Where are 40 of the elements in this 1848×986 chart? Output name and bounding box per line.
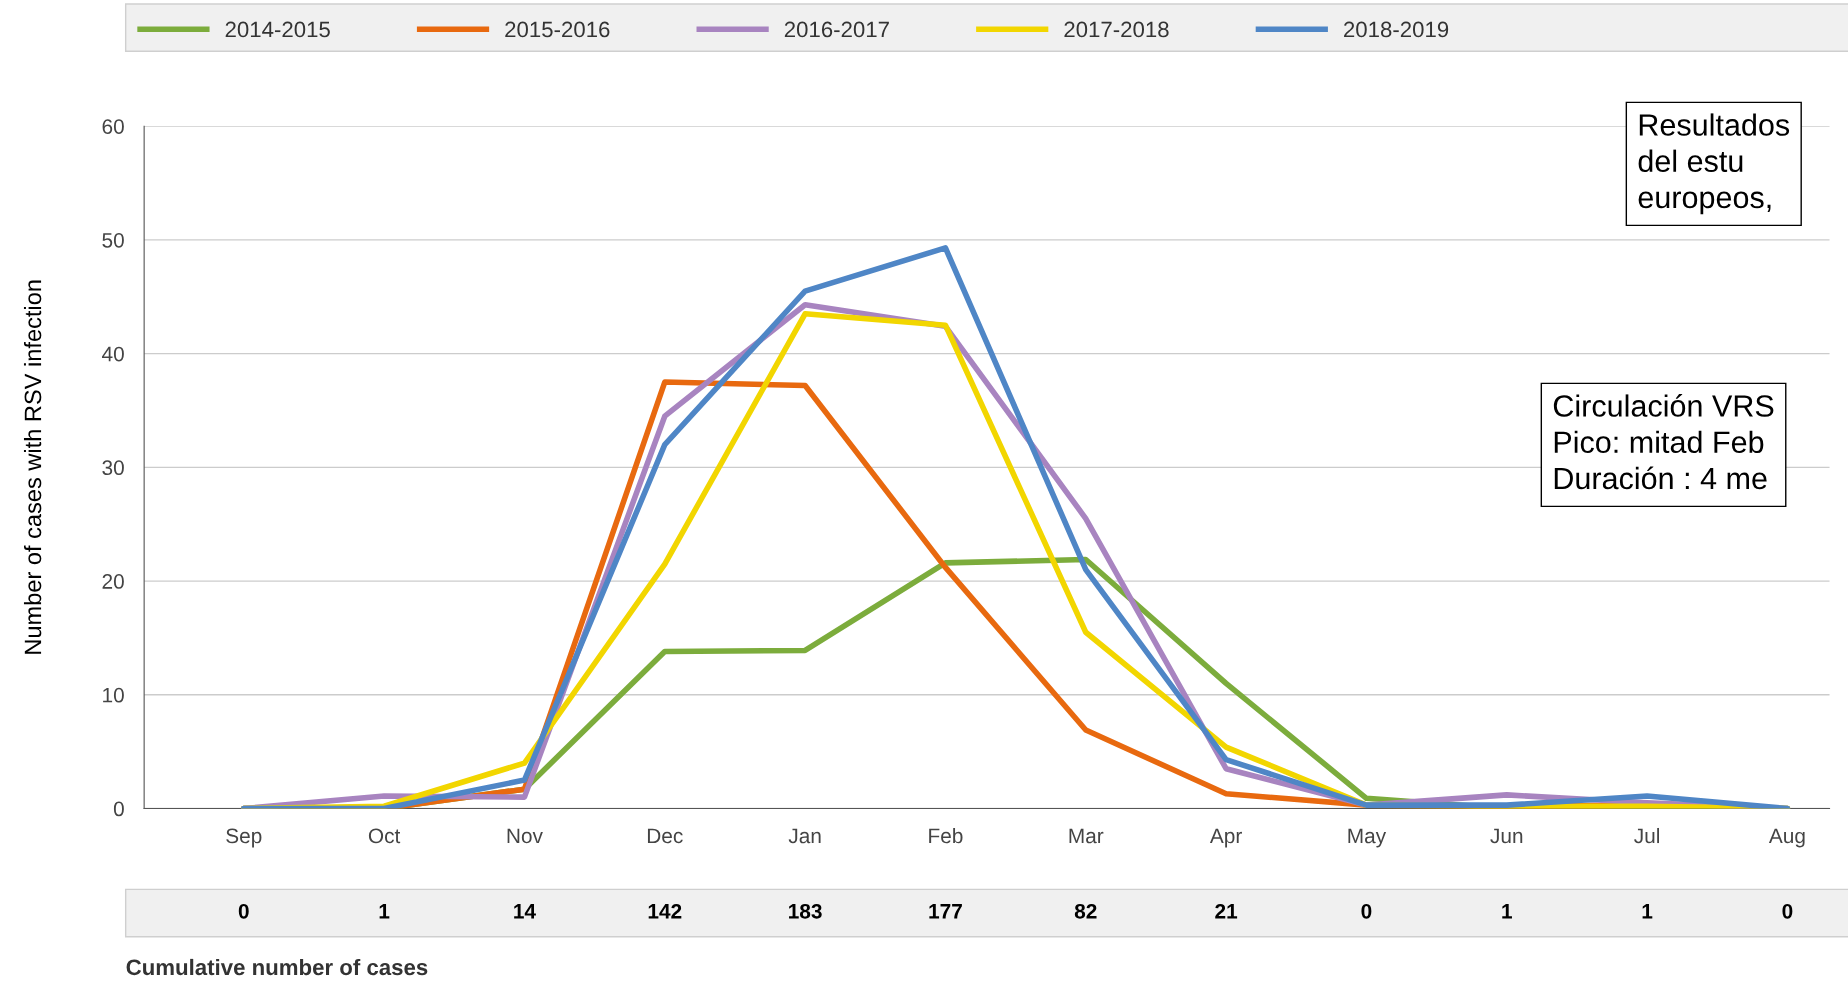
y-tick-label: 10 xyxy=(103,687,124,703)
x-tick-label: Mar xyxy=(1069,828,1104,844)
annotation: Circulación VRS Pico: mitad Feb Duración : 4 me xyxy=(1553,394,1774,490)
x-tick-label: May xyxy=(1348,828,1387,848)
text: 183 xyxy=(789,903,822,919)
x-tick-label: Nov xyxy=(507,828,543,844)
text: 0 xyxy=(238,903,249,919)
x-tick-label: Dec xyxy=(647,828,683,844)
text: 82 xyxy=(1074,903,1097,919)
y-tick-label: 20 xyxy=(102,574,124,589)
y-tick-label: 0 xyxy=(113,801,124,817)
text: 1 xyxy=(379,904,390,919)
legend-label: 2018-2019 xyxy=(1344,21,1449,38)
x-tick-label: Feb xyxy=(929,827,963,844)
annotation: Resultados del estu europeos, xyxy=(1638,113,1790,215)
y-tick-label: 60 xyxy=(102,119,124,134)
legend-label: 2017-2018 xyxy=(1064,21,1169,38)
y-axis-title: Number of cases with RSV infection xyxy=(23,280,42,654)
text: 142 xyxy=(648,903,682,919)
text: 14 xyxy=(514,904,536,919)
x-tick-label: Apr xyxy=(1209,828,1242,848)
text: 1 xyxy=(1642,904,1653,919)
x-tick-label: Oct xyxy=(368,828,401,844)
x-tick-label: Jul xyxy=(1634,827,1660,844)
y-tick-label: 30 xyxy=(102,460,124,476)
text: 21 xyxy=(1215,903,1238,919)
text: Cumulative number of cases xyxy=(126,958,428,976)
y-tick-label: 40 xyxy=(102,346,124,362)
x-tick-label: Jun xyxy=(1490,828,1523,844)
x-tick-label: Aug xyxy=(1768,828,1805,848)
x-tick-label: Sep xyxy=(226,828,262,848)
legend-label: 2016-2017 xyxy=(784,21,889,38)
y-tick-label: 50 xyxy=(102,232,124,248)
legend-label: 2014-2015 xyxy=(225,21,330,38)
text: 177 xyxy=(929,904,962,919)
text: 0 xyxy=(1361,903,1372,919)
legend-label: 2015-2016 xyxy=(505,21,610,38)
text: 0 xyxy=(1782,903,1793,919)
text: 1 xyxy=(1502,904,1512,919)
x-tick-label: Jan xyxy=(788,828,821,844)
